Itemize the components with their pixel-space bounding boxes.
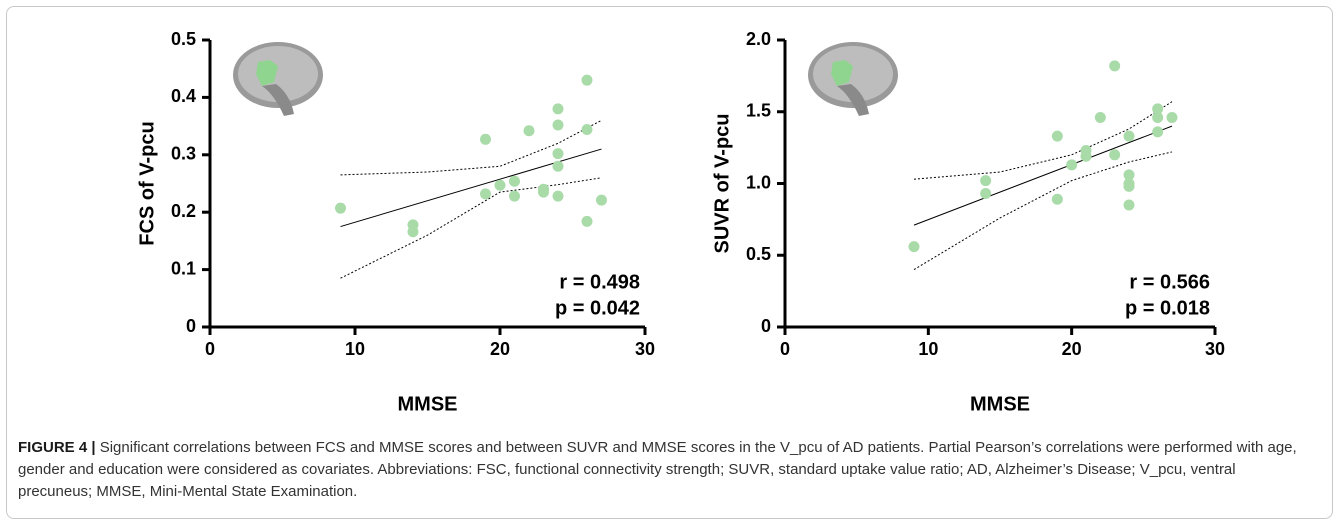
point <box>1123 180 1135 192</box>
figure-label: FIGURE 4 | <box>18 439 96 456</box>
point <box>552 190 564 202</box>
point <box>1080 150 1092 162</box>
point <box>494 179 506 191</box>
point <box>1123 199 1135 211</box>
point <box>1166 111 1178 123</box>
y-tick-label: 0.1 <box>171 258 196 278</box>
point <box>581 215 593 227</box>
point <box>1051 193 1063 205</box>
point <box>1066 159 1078 171</box>
point <box>552 103 564 115</box>
point <box>1152 103 1164 115</box>
x-axis-title: MMSE <box>398 393 458 415</box>
point <box>1109 149 1121 161</box>
point <box>1051 130 1063 142</box>
y-axis-title: SUVR of V-pcu <box>711 113 733 253</box>
x-tick-label: 10 <box>918 339 938 359</box>
point <box>908 241 920 253</box>
point <box>1094 111 1106 123</box>
y-tick-label: 1.5 <box>746 101 771 121</box>
x-tick-label: 30 <box>1205 339 1225 359</box>
point <box>1152 126 1164 138</box>
point <box>980 188 992 200</box>
point <box>335 202 346 214</box>
point <box>980 175 992 187</box>
y-tick-label: 0.2 <box>171 201 196 221</box>
y-tick-label: 2.0 <box>746 29 771 49</box>
point <box>538 186 549 198</box>
x-tick-label: 10 <box>345 339 365 359</box>
brain-icon <box>808 42 898 116</box>
x-tick-label: 30 <box>635 339 655 359</box>
caption-text: Significant correlations between FCS and… <box>18 439 1297 500</box>
point <box>1152 111 1164 123</box>
fit-line <box>913 125 1173 226</box>
y-tick-label: 0 <box>186 316 196 336</box>
x-tick-label: 0 <box>780 339 790 359</box>
point <box>407 226 419 238</box>
confidence-band <box>913 151 1173 271</box>
figure: 0 0.1 0.2 0.3 0.4 0.5 0 10 20 30 MMSE FCS of V-pcu r… <box>136 29 1225 416</box>
y-tick-label: 0.3 <box>171 144 196 164</box>
point <box>480 188 491 200</box>
point <box>552 148 564 160</box>
point <box>509 190 520 202</box>
annotation: r = 0.566 <box>1129 271 1210 293</box>
fit-line <box>340 148 602 228</box>
caption: FIGURE 4 | Significant correlations betw… <box>18 437 1308 503</box>
point <box>581 74 593 86</box>
point <box>480 133 491 145</box>
annotation: p = 0.018 <box>1125 297 1210 319</box>
x-axis-title: MMSE <box>970 393 1030 415</box>
x-tick-label: 20 <box>1062 339 1082 359</box>
y-tick-label: 0 <box>761 316 771 336</box>
annotation: p = 0.042 <box>555 297 640 319</box>
point <box>523 125 535 137</box>
confidence-band <box>340 177 602 279</box>
point <box>581 124 593 136</box>
point <box>552 160 564 172</box>
y-tick-label: 0.5 <box>171 29 196 49</box>
x-tick-label: 20 <box>490 339 510 359</box>
y-tick-label: 0.4 <box>171 86 196 106</box>
frame <box>6 6 1333 519</box>
y-tick-label: 1.0 <box>746 172 771 192</box>
point <box>596 194 607 206</box>
brain-icon <box>233 42 323 116</box>
x-tick-label: 0 <box>205 339 215 359</box>
annotation: r = 0.498 <box>559 271 640 293</box>
point <box>1123 169 1135 181</box>
point <box>1123 130 1135 142</box>
confidence-band <box>913 101 1173 180</box>
point <box>1109 60 1121 72</box>
y-tick-label: 0.5 <box>746 244 771 264</box>
point <box>509 175 520 187</box>
y-axis-title: FCS of V-pcu <box>136 121 158 245</box>
point <box>552 119 564 131</box>
